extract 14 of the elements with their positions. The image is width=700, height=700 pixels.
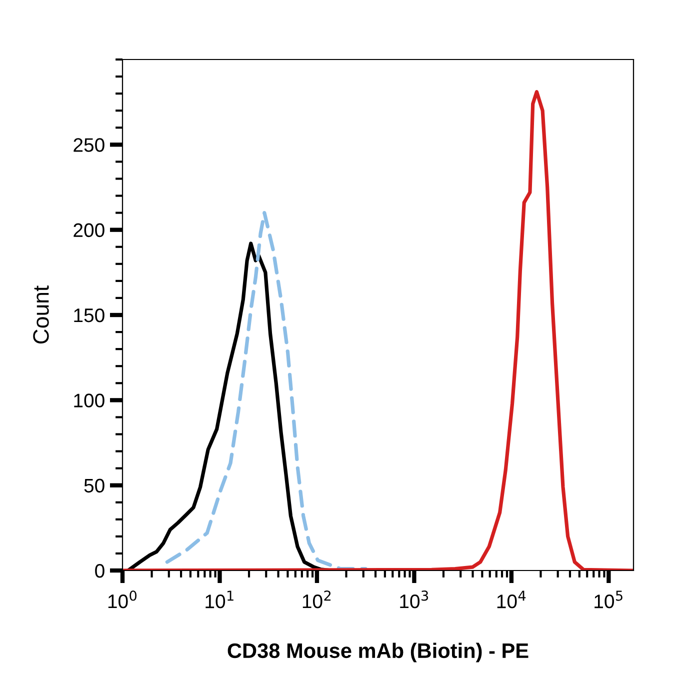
y-tick-label: 150 xyxy=(74,308,104,322)
x-tick-label: 10$^{3}$ xyxy=(400,590,428,608)
x-tick-label: 10$^{5}$ xyxy=(594,590,622,608)
y-tick-label: 50 xyxy=(84,478,104,493)
x-tick-label: 10$^{4}$ xyxy=(497,590,526,608)
x-axis-title: CD38 Mouse mAb (Biotin) - PE xyxy=(228,642,528,662)
y-tick-label: 250 xyxy=(74,138,104,152)
x-tick-label: 10$^{2}$ xyxy=(302,590,331,608)
y-axis-title: Count xyxy=(33,286,49,344)
x-tick-label: 10$^{0}$ xyxy=(108,590,137,608)
y-tick-label: 0 xyxy=(95,564,104,578)
y-tick-label: 200 xyxy=(74,223,104,238)
x-tick-label: 10$^{1}$ xyxy=(206,590,234,608)
y-tick-label: 100 xyxy=(74,394,104,408)
